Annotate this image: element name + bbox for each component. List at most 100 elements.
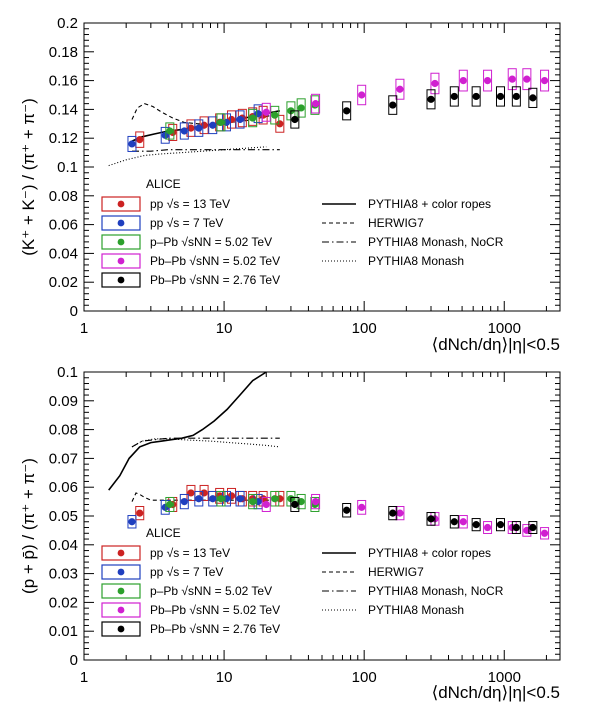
legend-label: pp √s = 7 TeV (150, 216, 223, 230)
syst-box (483, 69, 493, 92)
syst-box (342, 101, 352, 121)
legend-swatch (101, 621, 141, 637)
y-tick-label: 0.02 (49, 594, 78, 611)
legend-swatch (101, 564, 141, 580)
x-tick-label: 1000 (488, 669, 521, 686)
data-point (200, 489, 208, 497)
model-pythia8-monash (108, 146, 267, 167)
legend-swatch (101, 234, 141, 250)
series-pp-s-7-tev (127, 490, 263, 529)
x-tick-label: 100 (352, 669, 377, 686)
data-point (128, 518, 136, 526)
syst-box (235, 110, 245, 129)
data-point (529, 523, 537, 532)
syst-box (458, 69, 468, 92)
syst-box (511, 521, 521, 534)
syst-box (270, 490, 280, 507)
x-tick-label: 1 (80, 320, 88, 337)
y-tick-label: 0.1 (57, 364, 78, 381)
legend: ALICE pp √s = 13 TeV pp √s = 7 TeV p–Pb √sN… (101, 177, 504, 288)
data-point (195, 495, 203, 503)
syst-box (540, 69, 550, 92)
data-point (358, 91, 366, 99)
y-tick-label: 0.04 (49, 245, 78, 262)
data-point (291, 500, 299, 509)
data-point (431, 79, 439, 88)
x-tick-label: 100 (352, 320, 377, 337)
bottom-panel-proton-pion: 0 0.01 0.02 0.03 0.04 0.05 0.06 0.07 0.08 0.09 0.1… (19, 364, 561, 702)
y-tick-label: 0.08 (49, 422, 78, 439)
legend-label: p–Pb √sNN = 5.02 TeV (150, 235, 272, 249)
syst-box (296, 493, 306, 510)
syst-box (483, 521, 493, 534)
data-point (396, 85, 404, 93)
legend-marker (117, 238, 125, 246)
data-point (180, 498, 188, 506)
syst-box (528, 87, 538, 108)
syst-box (160, 126, 170, 144)
series-pp-s-7-tev (127, 104, 263, 152)
legend-swatch (101, 545, 141, 561)
syst-box (495, 86, 505, 107)
syst-box (199, 484, 209, 501)
data-point (311, 498, 320, 506)
syst-box (310, 95, 320, 115)
syst-box (388, 506, 398, 521)
syst-box (495, 518, 505, 532)
data-point (496, 521, 505, 529)
syst-box (511, 86, 521, 107)
data-point (343, 506, 351, 514)
syst-box (165, 496, 175, 512)
y-tick-label: 0.16 (49, 73, 78, 90)
syst-box (388, 95, 398, 115)
legend-label: pp √s = 7 TeV (150, 565, 223, 579)
legend-model-label: PYTHIA8 Monash, NoCR (368, 584, 504, 598)
y-tick-label: 0.06 (49, 217, 78, 234)
legend-experiment: ALICE (146, 177, 181, 191)
x-tick-label: 10 (216, 320, 233, 337)
syst-box (290, 496, 300, 512)
data-point (389, 101, 397, 109)
data-point (161, 131, 169, 139)
data-point (472, 521, 480, 529)
syst-box (426, 89, 436, 110)
data-point (311, 100, 320, 108)
y-tick-label: 0.05 (49, 508, 78, 525)
syst-box (357, 499, 367, 515)
legend-swatch (101, 253, 141, 269)
legend-model-label: HERWIG7 (368, 565, 424, 579)
data-point (209, 121, 217, 129)
data-point (512, 92, 520, 101)
syst-box (290, 110, 300, 129)
syst-box (311, 493, 321, 510)
legend-label: pp √s = 13 TeV (150, 197, 230, 211)
data-point (472, 92, 480, 101)
y-tick-label: 0.1 (57, 159, 78, 176)
legend-model-label: HERWIG7 (368, 216, 424, 230)
syst-box (194, 119, 204, 137)
data-point (358, 503, 366, 511)
legend-swatch (101, 215, 141, 231)
syst-box (216, 490, 226, 507)
series-pb-pb-snn-2-76-tev (290, 496, 538, 534)
y-tick-label: 0.18 (49, 44, 78, 61)
legend-marker (117, 549, 125, 557)
legend-model-label: PYTHIA8 + color ropes (368, 197, 491, 211)
syst-box (235, 490, 245, 507)
y-axis-title: (K⁺ + K⁻) / (π⁺ + π⁻) (19, 98, 38, 256)
data-point (249, 114, 257, 122)
legend-label: Pb–Pb √sNN = 2.76 TeV (150, 622, 280, 636)
top-panel-kaon-pion: 0 0.02 0.04 0.06 0.08 0.1 0.12 0.14 0.16 0.18 0.2 1… (19, 15, 561, 354)
series-pp-s-13-tev (135, 484, 285, 521)
syst-box (179, 493, 189, 510)
syst-box (248, 493, 258, 510)
data-point (291, 115, 299, 124)
data-point (540, 77, 549, 85)
series-pb-pb-snn-5-02-tev (261, 68, 550, 122)
data-point (187, 124, 195, 132)
data-point (540, 529, 549, 537)
syst-box (471, 518, 481, 532)
data-point (297, 498, 305, 506)
data-point (166, 127, 174, 135)
